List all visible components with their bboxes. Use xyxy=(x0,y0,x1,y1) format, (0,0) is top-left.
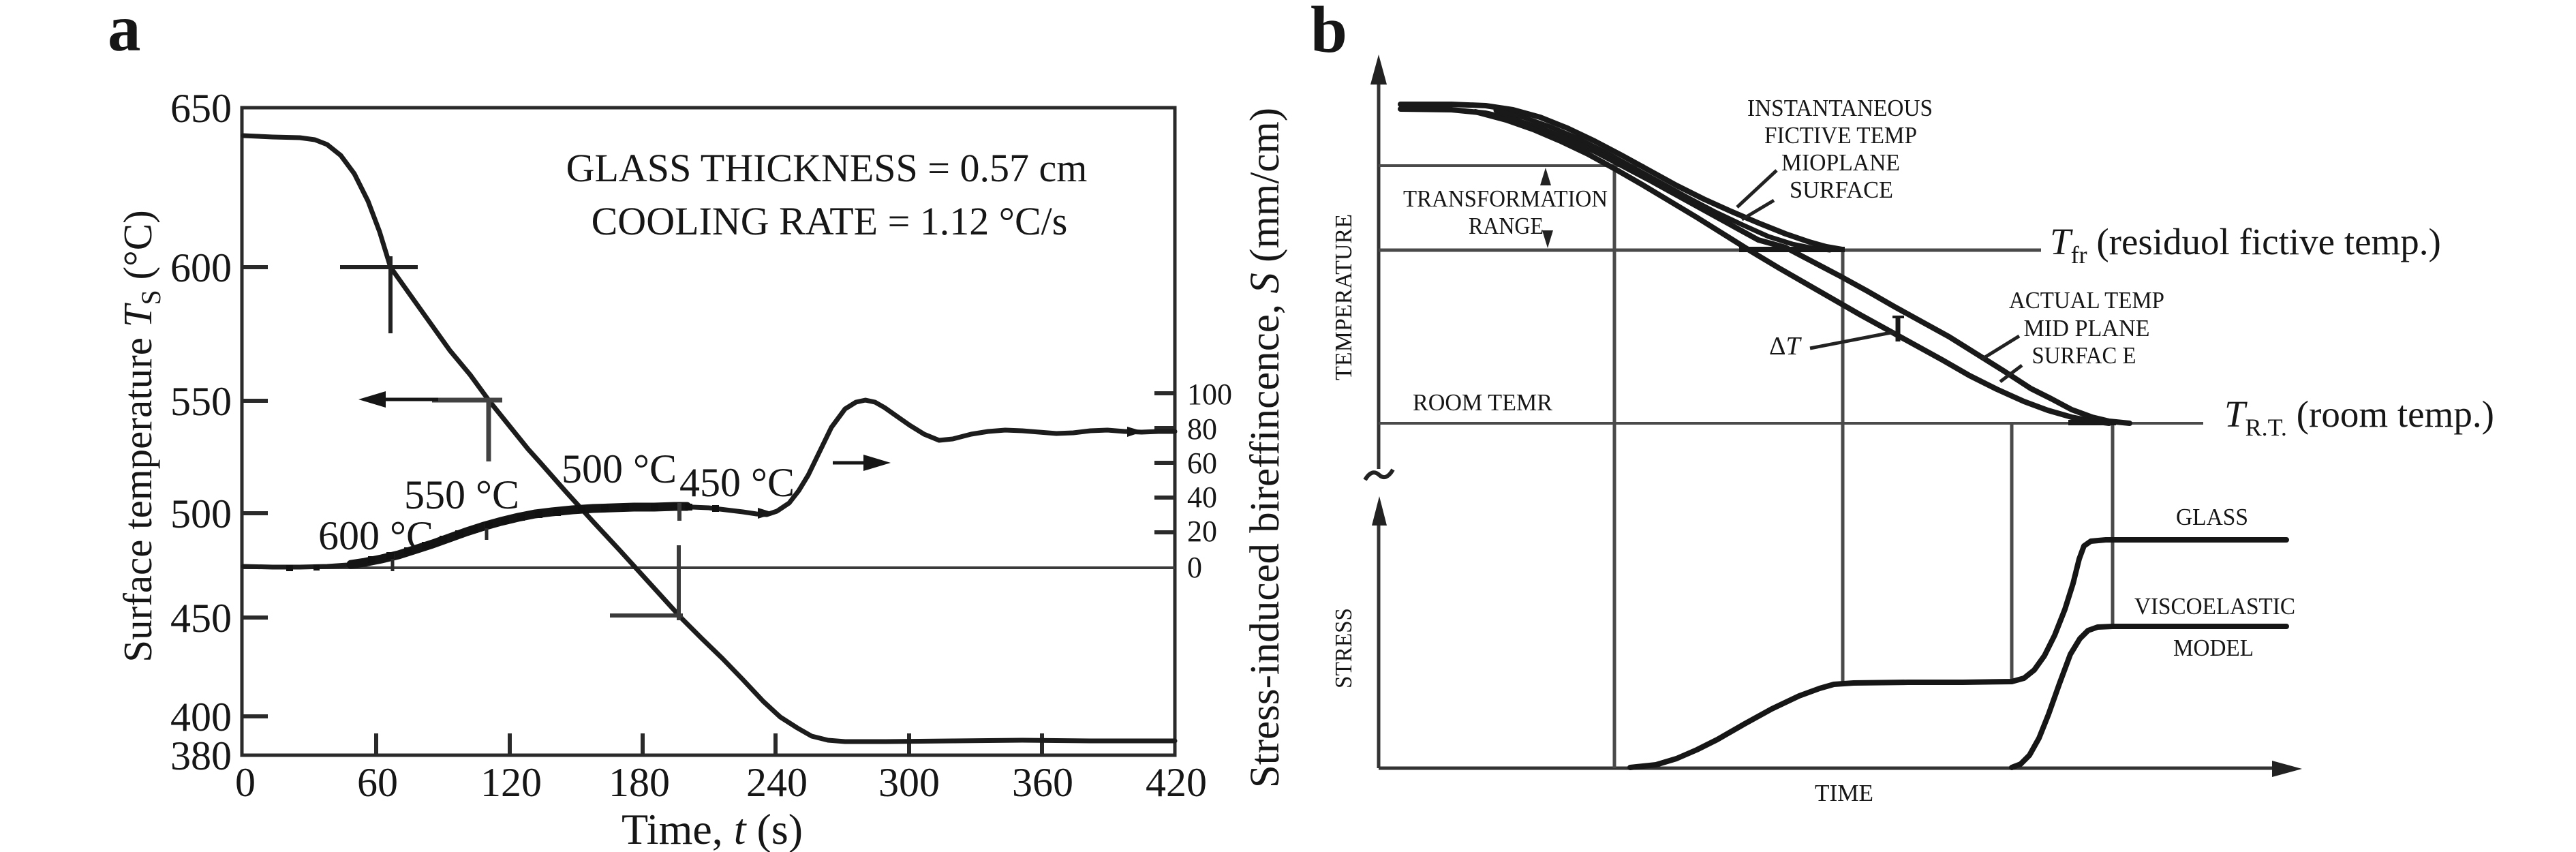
svg-text:GLASS THICKNESS = 0.57 cm: GLASS THICKNESS = 0.57 cm xyxy=(566,146,1088,190)
svg-text:b: b xyxy=(1310,0,1347,66)
svg-text:VISCOELASTIC: VISCOELASTIC xyxy=(2134,593,2295,620)
svg-text:Tfr (residuol fictive temp.): Tfr (residuol fictive temp.) xyxy=(2050,221,2441,269)
svg-text:ACTUAL TEMP: ACTUAL TEMP xyxy=(2009,287,2164,314)
svg-text:80: 80 xyxy=(1187,412,1217,446)
svg-text:FICTIVE TEMP: FICTIVE TEMP xyxy=(1764,122,1917,149)
svg-text:MIOPLANE: MIOPLANE xyxy=(1781,149,1900,176)
svg-text:20: 20 xyxy=(1187,515,1217,548)
svg-text:a: a xyxy=(108,0,141,65)
svg-text:0: 0 xyxy=(1187,551,1202,584)
svg-text:STRESS: STRESS xyxy=(1330,608,1357,688)
svg-text:TRANSFORMATION: TRANSFORMATION xyxy=(1403,185,1608,212)
svg-text:120: 120 xyxy=(480,760,542,805)
svg-text:ROOM TEMR: ROOM TEMR xyxy=(1413,389,1553,416)
svg-text:420: 420 xyxy=(1146,760,1207,805)
svg-text:450 °C: 450 °C xyxy=(679,460,795,505)
svg-text:300: 300 xyxy=(878,760,940,805)
svg-text:100: 100 xyxy=(1187,378,1232,411)
svg-text:550: 550 xyxy=(170,379,232,424)
svg-text:180: 180 xyxy=(609,760,670,805)
svg-text:240: 240 xyxy=(746,760,808,805)
svg-text:INSTANTANEOUS: INSTANTANEOUS xyxy=(1747,95,1933,121)
svg-text:60: 60 xyxy=(1187,446,1217,480)
svg-text:40: 40 xyxy=(1187,481,1217,514)
svg-text:Time, t (s): Time, t (s) xyxy=(622,805,803,852)
svg-text:360: 360 xyxy=(1012,760,1073,805)
svg-text:500: 500 xyxy=(170,491,232,536)
svg-text:ΔT: ΔT xyxy=(1769,332,1802,361)
svg-text:TR.T. (room temp.): TR.T. (room temp.) xyxy=(2224,393,2494,441)
svg-text:Surface temperature TS (°C): Surface temperature TS (°C) xyxy=(115,210,166,662)
svg-text:MODEL: MODEL xyxy=(2173,635,2254,661)
svg-text:TEMPERATURE: TEMPERATURE xyxy=(1330,214,1357,380)
svg-text:450: 450 xyxy=(170,596,232,641)
svg-text:0: 0 xyxy=(235,760,256,805)
svg-text:MID PLANE: MID PLANE xyxy=(2024,315,2150,341)
svg-text:TIME: TIME xyxy=(1815,780,1873,806)
svg-text:60: 60 xyxy=(357,760,398,805)
svg-text:Stress-induced bireffincence,: Stress-induced bireffincence, S (mm/cm) xyxy=(1242,108,1288,788)
svg-text:RANGE: RANGE xyxy=(1469,213,1544,239)
svg-text:400: 400 xyxy=(170,695,232,740)
svg-text:SURFACE: SURFACE xyxy=(1790,177,1893,203)
svg-text:500 °C: 500 °C xyxy=(562,446,677,491)
svg-text:SURFAC E: SURFAC E xyxy=(2032,342,2136,369)
svg-text:600: 600 xyxy=(170,245,232,290)
svg-text:550 °C: 550 °C xyxy=(404,472,519,517)
svg-text:GLASS: GLASS xyxy=(2176,504,2248,530)
svg-text:650: 650 xyxy=(170,86,232,131)
svg-text:COOLING RATE = 1.12 °C/s: COOLING RATE = 1.12 °C/s xyxy=(592,199,1068,243)
svg-text:380: 380 xyxy=(170,733,232,778)
